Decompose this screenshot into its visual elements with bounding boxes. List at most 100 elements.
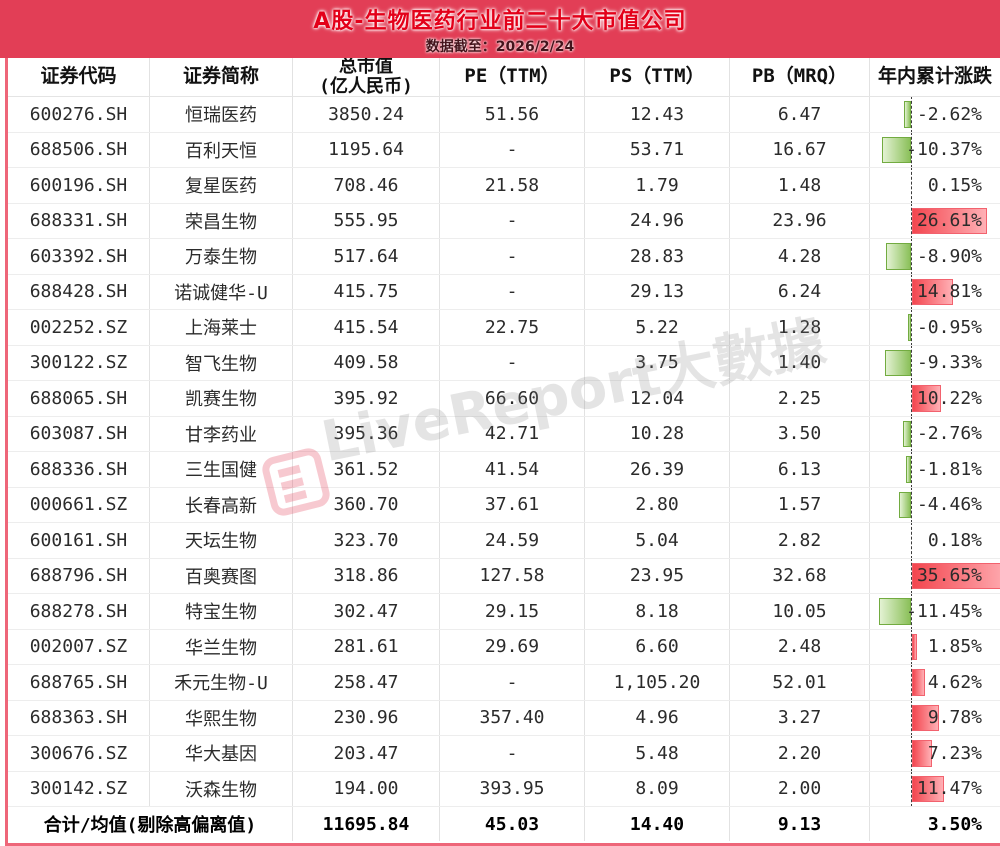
ps-cell: 12.04	[585, 381, 730, 416]
total-label-cell: 合计/均值(剔除高偏离值)	[8, 807, 293, 841]
name-cell: 沃森生物	[150, 771, 293, 806]
name-cell: 智飞生物	[150, 345, 293, 380]
pe-cell: 22.75	[440, 310, 585, 345]
ps-cell: 23.95	[585, 558, 730, 593]
ps-cell: 1,105.20	[585, 665, 730, 700]
name-cell: 恒瑞医药	[150, 97, 293, 132]
pe-cell: -	[440, 239, 585, 274]
code-cell: 600161.SH	[8, 523, 150, 558]
pb-cell: 2.82	[730, 523, 870, 558]
pb-cell: 4.28	[730, 239, 870, 274]
market-cap-cell: 281.61	[293, 629, 440, 664]
code-cell: 603087.SH	[8, 416, 150, 451]
market-cap-cell: 302.47	[293, 594, 440, 629]
table-row: 300676.SZ 华大基因 203.47 - 5.48 2.20 7.23%	[8, 736, 1000, 772]
market-cap-cell: 1195.64	[293, 132, 440, 167]
table-row: 300122.SZ 智飞生物 409.58 - 3.75 1.40 -9.33%	[8, 345, 1000, 381]
pe-cell: -	[440, 132, 585, 167]
code-cell: 688278.SH	[8, 594, 150, 629]
data-as-of-date: 数据截至：2026/2/24	[425, 39, 575, 55]
table-row: 688506.SH 百利天恒 1195.64 - 53.71 16.67 -10…	[8, 132, 1000, 168]
ps-cell: 3.75	[585, 345, 730, 380]
market-cap-table: 证券代码 证券简称 总市值 (亿人民币) PE（TTM） PS（TTM） PB（…	[5, 58, 1000, 846]
pb-cell: 52.01	[730, 665, 870, 700]
ps-cell: 1.79	[585, 168, 730, 203]
ytd-cell: -9.33%	[870, 345, 1000, 380]
ytd-change-label: -2.62%	[916, 103, 982, 125]
code-cell: 688796.SH	[8, 558, 150, 593]
column-header-ps: PS（TTM）	[585, 58, 730, 96]
total-market-cap-cell: 11695.84	[293, 807, 440, 841]
code-cell: 688428.SH	[8, 274, 150, 309]
ytd-change-label: -8.90%	[916, 245, 982, 267]
code-cell: 688506.SH	[8, 132, 150, 167]
table-row: 002252.SZ 上海莱士 415.54 22.75 5.22 1.28 -0…	[8, 310, 1000, 346]
market-cap-cell: 517.64	[293, 239, 440, 274]
pe-cell: 37.61	[440, 487, 585, 522]
ytd-cell: 7.23%	[870, 736, 1000, 771]
ytd-change-label: 0.15%	[927, 174, 982, 196]
market-cap-cell: 415.54	[293, 310, 440, 345]
ps-cell: 2.80	[585, 487, 730, 522]
pb-cell: 2.25	[730, 381, 870, 416]
table-row: 688796.SH 百奥赛图 318.86 127.58 23.95 32.68…	[8, 558, 1000, 594]
ytd-cell: -2.76%	[870, 416, 1000, 451]
code-cell: 688336.SH	[8, 452, 150, 487]
name-cell: 天坛生物	[150, 523, 293, 558]
code-cell: 600196.SH	[8, 168, 150, 203]
ps-cell: 53.71	[585, 132, 730, 167]
table-row: 688428.SH 诺诚健华-U 415.75 - 29.13 6.24 14.…	[8, 274, 1000, 310]
ytd-change-bar	[912, 207, 987, 234]
name-cell: 凯赛生物	[150, 381, 293, 416]
ytd-cell: -8.90%	[870, 239, 1000, 274]
name-cell: 甘李药业	[150, 416, 293, 451]
ytd-change-bar	[899, 491, 911, 518]
pe-cell: -	[440, 345, 585, 380]
pe-cell: -	[440, 736, 585, 771]
ytd-cell: -0.95%	[870, 310, 1000, 345]
name-cell: 百利天恒	[150, 132, 293, 167]
pe-cell: 29.15	[440, 594, 585, 629]
ytd-change-label: 7.23%	[927, 742, 982, 764]
pb-cell: 10.05	[730, 594, 870, 629]
pe-cell: 41.54	[440, 452, 585, 487]
code-cell: 688331.SH	[8, 203, 150, 238]
pb-cell: 6.24	[730, 274, 870, 309]
ytd-change-label: 26.61%	[916, 210, 982, 232]
column-header-pe: PE（TTM）	[440, 58, 585, 96]
code-cell: 300142.SZ	[8, 771, 150, 806]
ytd-cell: 4.62%	[870, 665, 1000, 700]
name-cell: 荣昌生物	[150, 203, 293, 238]
pe-cell: 42.71	[440, 416, 585, 451]
ytd-change-bar	[912, 633, 917, 660]
ps-cell: 29.13	[585, 274, 730, 309]
ytd-cell: -11.45%	[870, 594, 1000, 629]
pe-cell: 29.69	[440, 629, 585, 664]
code-cell: 000661.SZ	[8, 487, 150, 522]
code-cell: 002007.SZ	[8, 629, 150, 664]
table-row: 002007.SZ 华兰生物 281.61 29.69 6.60 2.48 1.…	[8, 629, 1000, 665]
table-row: 688765.SH 禾元生物-U 258.47 - 1,105.20 52.01…	[8, 665, 1000, 701]
code-cell: 002252.SZ	[8, 310, 150, 345]
ps-cell: 28.83	[585, 239, 730, 274]
ytd-cell: -4.46%	[870, 487, 1000, 522]
pe-cell: 24.59	[440, 523, 585, 558]
market-cap-cell: 194.00	[293, 771, 440, 806]
name-cell: 万泰生物	[150, 239, 293, 274]
pe-cell: 393.95	[440, 771, 585, 806]
pe-cell: -	[440, 203, 585, 238]
ytd-cell: -10.37%	[870, 132, 1000, 167]
name-cell: 上海莱士	[150, 310, 293, 345]
pe-cell: -	[440, 665, 585, 700]
ps-cell: 5.22	[585, 310, 730, 345]
ps-cell: 8.09	[585, 771, 730, 806]
ytd-change-bar	[912, 740, 932, 767]
ps-cell: 12.43	[585, 97, 730, 132]
ytd-cell: 0.15%	[870, 168, 1000, 203]
ytd-change-label: -9.33%	[916, 352, 982, 374]
table-body: 600276.SH 恒瑞医药 3850.24 51.56 12.43 6.47 …	[8, 97, 1000, 807]
market-cap-cell: 555.95	[293, 203, 440, 238]
title-banner: A股-生物医药行业前二十大市值公司 数据截至：2026/2/24	[0, 0, 1000, 58]
name-cell: 特宝生物	[150, 594, 293, 629]
name-cell: 禾元生物-U	[150, 665, 293, 700]
